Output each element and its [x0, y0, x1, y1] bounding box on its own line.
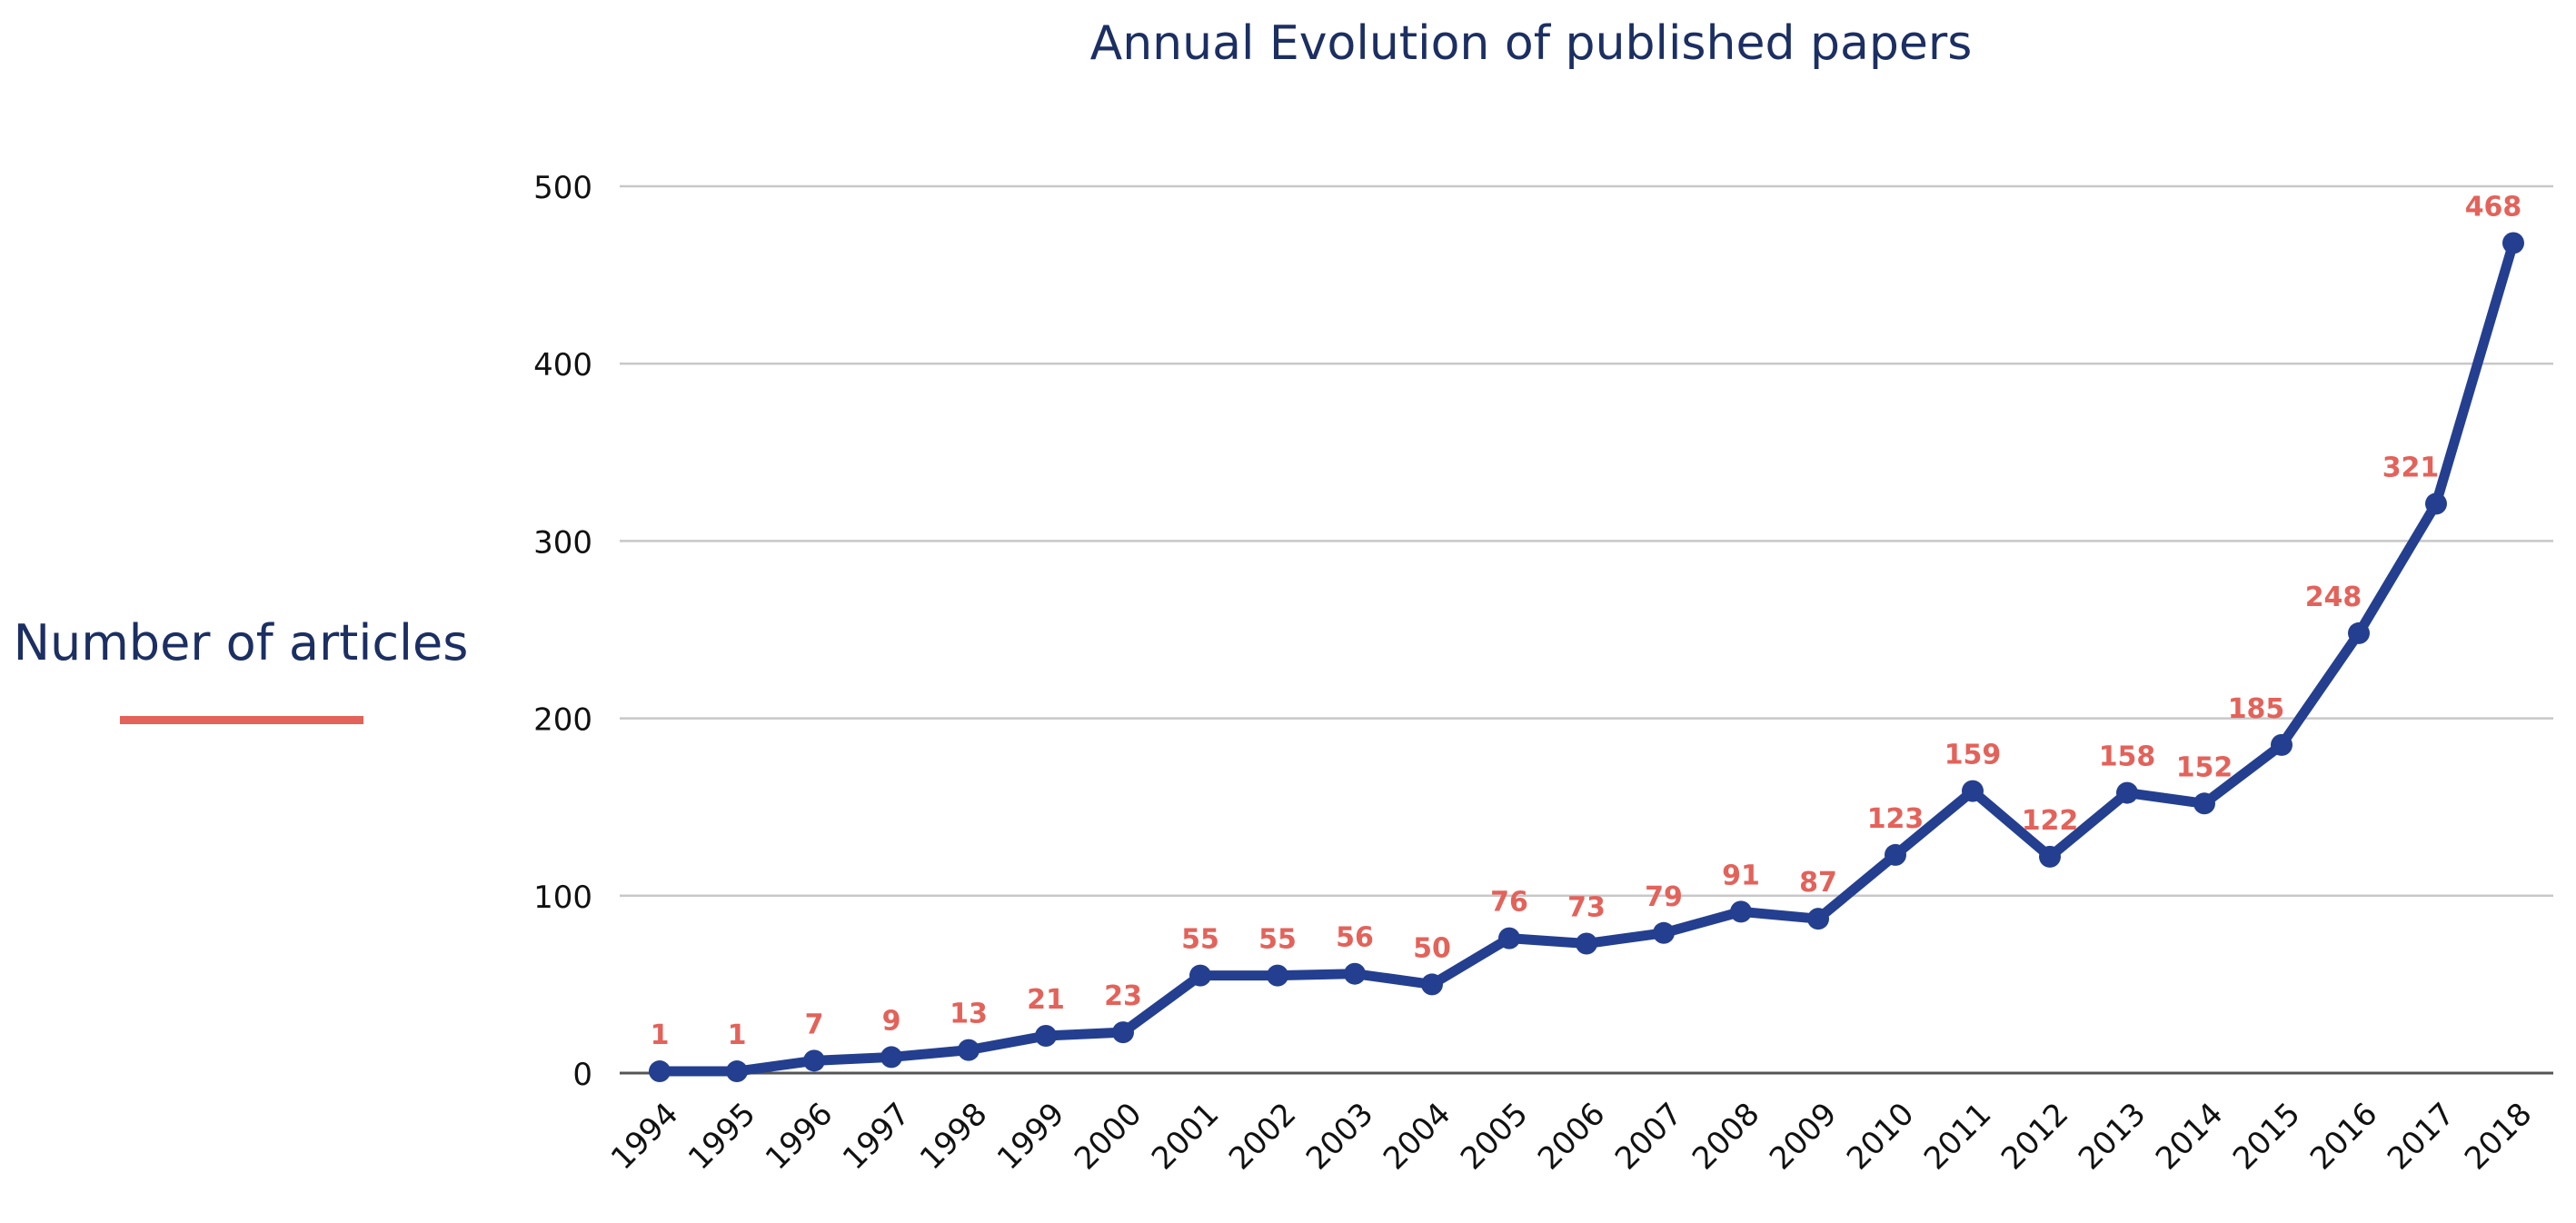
data-point	[880, 1046, 902, 1069]
chart-title: Annual Evolution of published papers	[1090, 16, 1973, 71]
x-tick-label: 1996	[759, 1096, 840, 1177]
data-label: 159	[1944, 740, 2002, 771]
data-points	[649, 232, 2524, 1083]
x-tick-label: 2016	[2303, 1096, 2384, 1177]
data-label: 13	[950, 999, 988, 1030]
data-point	[1035, 1025, 1057, 1048]
y-tick-labels: 0 100 200 300 400 500	[533, 170, 592, 1093]
grid-lines	[620, 184, 2553, 898]
x-tick-label: 2009	[1763, 1096, 1844, 1177]
x-tick-label: 2005	[1454, 1096, 1535, 1177]
data-point	[726, 1060, 748, 1083]
data-label: 122	[2022, 805, 2079, 837]
data-point	[1807, 908, 1829, 930]
x-tick-label: 2014	[2149, 1096, 2230, 1177]
data-point	[1962, 780, 1984, 802]
x-tick-label: 2015	[2226, 1096, 2307, 1177]
data-point	[2116, 781, 2138, 804]
data-label: 79	[1645, 881, 1683, 913]
x-tick-label: 2011	[1917, 1096, 1998, 1177]
x-tick-label: 1999	[990, 1096, 1071, 1177]
data-label: 7	[805, 1009, 824, 1040]
data-label: 152	[2176, 751, 2233, 783]
data-label: 76	[1490, 887, 1528, 919]
data-label: 1	[728, 1019, 747, 1051]
x-tick-label: 2002	[1222, 1096, 1303, 1177]
data-label: 158	[2099, 741, 2156, 773]
y-tick-label: 400	[533, 347, 592, 383]
data-point	[1421, 973, 1443, 996]
x-tick-label: 2018	[2458, 1096, 2539, 1177]
x-tick-label: 2003	[1299, 1096, 1380, 1177]
data-label: 23	[1104, 980, 1142, 1012]
data-point	[2348, 621, 2370, 644]
data-point	[803, 1049, 825, 1072]
data-label: 55	[1258, 924, 1297, 956]
x-tick-label: 1995	[681, 1096, 762, 1177]
data-label: 248	[2305, 582, 2362, 613]
data-label: 321	[2382, 452, 2440, 483]
data-point	[1730, 900, 1752, 923]
x-tick-label: 2008	[1686, 1096, 1766, 1177]
data-point	[1653, 921, 1675, 944]
x-tick-label: 2006	[1531, 1096, 1612, 1177]
data-label: 185	[2228, 693, 2285, 725]
y-tick-label: 300	[533, 524, 592, 561]
x-tick-label: 2004	[1377, 1096, 1457, 1177]
x-tick-label: 2017	[2381, 1096, 2462, 1177]
y-tick-label: 0	[572, 1057, 592, 1093]
y-axis-label-underline	[120, 716, 363, 724]
data-point	[958, 1039, 980, 1061]
x-tick-label: 2010	[1840, 1096, 1921, 1177]
x-tick-label: 2000	[1068, 1096, 1149, 1177]
data-point	[2193, 792, 2215, 815]
data-point	[1498, 927, 1520, 950]
data-label: 87	[1799, 867, 1837, 899]
data-label: 73	[1567, 892, 1606, 924]
x-tick-labels: 1994199519961997199819992000200120022003…	[604, 1096, 2539, 1177]
x-tick-label: 2007	[1608, 1096, 1689, 1177]
data-label: 9	[882, 1005, 901, 1037]
data-point	[2271, 733, 2293, 756]
y-axis-label: Number of articles	[14, 614, 469, 671]
x-tick-label: 1997	[836, 1096, 917, 1177]
data-label: 56	[1336, 922, 1374, 954]
data-label: 468	[2465, 191, 2522, 223]
x-tick-label: 2013	[2072, 1096, 2153, 1177]
data-point	[1112, 1021, 1134, 1044]
data-label: 123	[1867, 803, 1925, 835]
data-point	[1576, 932, 1597, 955]
y-tick-label: 200	[533, 702, 592, 739]
data-label: 55	[1181, 924, 1219, 956]
data-point	[1267, 964, 1288, 987]
data-label: 50	[1413, 932, 1451, 964]
data-point	[649, 1060, 671, 1083]
x-tick-label: 2012	[1994, 1096, 2075, 1177]
x-tick-label: 1994	[604, 1096, 685, 1177]
data-point	[2502, 232, 2524, 254]
data-point	[1885, 843, 1906, 866]
data-point	[1344, 962, 1366, 985]
data-label: 1	[651, 1019, 670, 1051]
data-label: 91	[1722, 860, 1760, 891]
x-tick-label: 1998	[913, 1096, 994, 1177]
data-point	[2039, 845, 2061, 868]
y-tick-label: 100	[533, 880, 592, 916]
data-label: 21	[1027, 984, 1065, 1016]
x-tick-label: 2001	[1145, 1096, 1226, 1177]
y-tick-label: 500	[533, 170, 592, 206]
data-point	[2425, 492, 2447, 515]
data-point	[1189, 964, 1211, 987]
